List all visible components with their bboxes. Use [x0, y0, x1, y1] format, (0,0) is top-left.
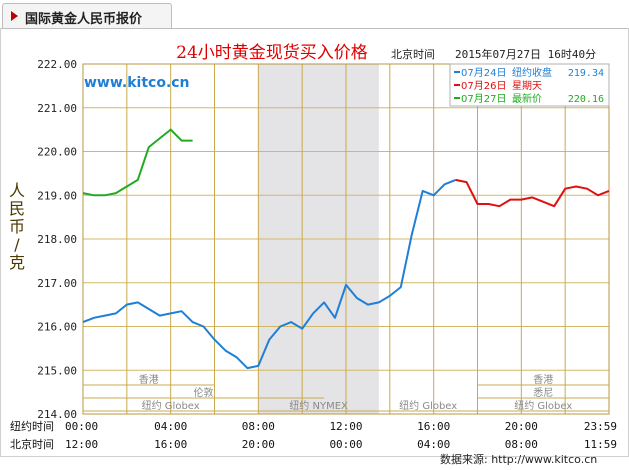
y-tick-label: 218.00 — [37, 233, 77, 246]
tab-arrow-icon — [11, 11, 18, 21]
x-tick-label: 16:00 — [154, 438, 187, 451]
y-axis-label-char: / — [14, 235, 20, 254]
session-label: 纽约 Globex — [399, 399, 457, 412]
series-line-07月24日 — [82, 178, 456, 370]
y-tick-label: 216.00 — [37, 321, 77, 334]
x-tick-label: 00:00 — [65, 420, 98, 433]
session-label: 香港 — [139, 374, 159, 386]
legend-label: 最新价 — [512, 92, 542, 105]
y-tick-label: 215.00 — [37, 364, 77, 377]
y-axis-label: 人民币/克 — [9, 181, 25, 272]
session-label: 纽约 Globex — [142, 399, 200, 412]
tab-title: 国际黄金人民币报价 — [25, 12, 143, 27]
session-label: 纽约 NYMEX — [289, 399, 348, 412]
x-tick-label: 04:00 — [154, 420, 187, 433]
x-tick-label: 11:59 — [584, 438, 617, 451]
x-tick-label: 08:00 — [505, 438, 538, 451]
session-label: 香港 — [533, 374, 553, 386]
y-axis-label-char: 民 — [9, 199, 25, 218]
header-time-label: 北京时间 — [391, 47, 435, 61]
y-tick-label: 214.00 — [37, 408, 77, 421]
x-tick-label: 08:00 — [242, 420, 275, 433]
x-tick-label: 12:00 — [65, 438, 98, 451]
site-label: www.kitco.cn — [84, 75, 190, 91]
x-tick-label: 20:00 — [505, 420, 538, 433]
plot-border — [82, 63, 610, 415]
x-tick-label: 16:00 — [417, 420, 450, 433]
y-tick-label: 220.00 — [37, 146, 77, 159]
y-axis-label-char: 克 — [9, 253, 25, 272]
legend-label: 纽约收盘 — [512, 66, 552, 79]
y-axis: 222.00 221.00 220.00 219.00 218.00 217.00 216.… — [9, 58, 77, 421]
legend-box: 07月24日 纽约收盘 219.34 07月26日 星期天 07月27日 最新价 220.16 — [449, 63, 610, 107]
grid — [82, 63, 610, 415]
tab-gold-price[interactable]: 国际黄金人民币报价 — [2, 3, 172, 28]
legend-value: 219.34 — [568, 68, 604, 79]
series-group — [82, 128, 610, 370]
x-tick-label: 20:00 — [242, 438, 275, 451]
x-axis: 纽约时间 00:00 04:00 08:00 12:00 16:00 20:00 23:59 北… — [10, 419, 617, 451]
x-tick-label: 00:00 — [329, 438, 362, 451]
legend-date: 07月24日 — [461, 67, 506, 79]
legend-label: 星期天 — [512, 80, 542, 92]
tab-bar: 国际黄金人民币报价 — [0, 0, 629, 29]
x-row-label: 北京时间 — [10, 437, 54, 451]
x-tick-label: 12:00 — [329, 420, 362, 433]
session-label: 纽约 Globex — [514, 399, 572, 412]
session-label: 伦敦 — [194, 386, 214, 399]
chart-title: 24小时黄金现货买入价格 — [176, 43, 368, 63]
y-axis-label-char: 人 — [9, 181, 25, 200]
x-tick-label: 04:00 — [417, 438, 450, 451]
session-label: 悉尼 — [533, 387, 553, 399]
source-note: 数据来源: http://www.kitco.cn — [440, 452, 597, 466]
legend-date: 07月26日 — [461, 80, 506, 92]
series-line-07月26日 — [455, 178, 610, 208]
header-timestamp: 2015年07月27日 16时40分 — [455, 47, 596, 61]
legend-date: 07月27日 — [461, 93, 506, 105]
x-tick-label: 23:59 — [584, 420, 617, 433]
y-tick-label: 222.00 — [37, 58, 77, 71]
y-axis-label-char: 币 — [9, 217, 25, 236]
legend-value: 220.16 — [568, 94, 604, 105]
y-tick-label: 219.00 — [37, 189, 77, 202]
series-line-07月27日 — [82, 128, 193, 197]
y-tick-label: 217.00 — [37, 277, 77, 290]
y-tick-label: 221.00 — [37, 102, 77, 115]
x-row-label: 纽约时间 — [10, 419, 54, 433]
